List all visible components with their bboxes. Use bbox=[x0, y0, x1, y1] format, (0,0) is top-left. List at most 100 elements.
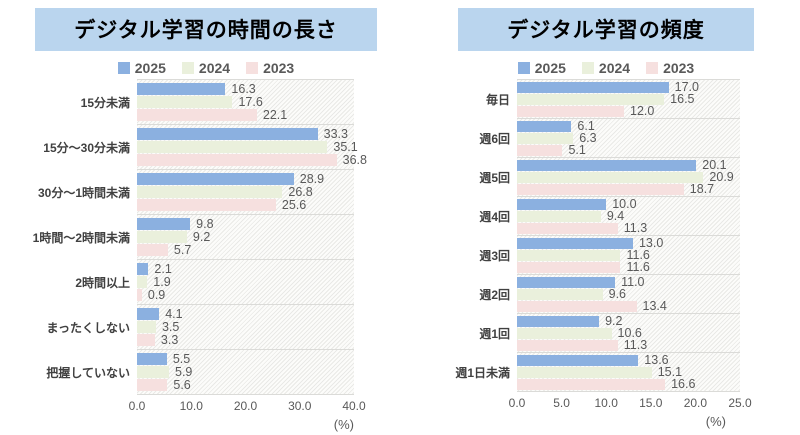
chart-row: 15分未満 16.3 17.6 22.1 bbox=[0, 79, 354, 125]
bar-2023 bbox=[517, 106, 625, 117]
bar-line-2023: 11.3 bbox=[517, 338, 740, 353]
bar-value-label: 16.5 bbox=[670, 92, 695, 107]
bar-line-2024: 9.6 bbox=[517, 287, 740, 302]
bar-value-label: 20.1 bbox=[702, 158, 727, 173]
bar-2024 bbox=[517, 94, 665, 105]
bar-group: 9.8 9.2 5.7 bbox=[137, 215, 354, 260]
bar-line-2023: 0.9 bbox=[137, 289, 354, 301]
unit-label: (%) bbox=[705, 414, 726, 429]
bar-line-2024: 26.8 bbox=[137, 186, 354, 198]
bar-line-2023: 5.7 bbox=[137, 244, 354, 256]
bar-group: 13.0 11.6 11.6 bbox=[517, 236, 740, 275]
bar-rows: 毎日 17.0 16.5 12.0 週6回 6.1 6.3 5.1 週5回 20.1 20.9 18.… bbox=[412, 79, 740, 392]
bar-2023 bbox=[517, 379, 666, 390]
bar-2023 bbox=[137, 379, 168, 391]
bar-2023 bbox=[517, 340, 618, 351]
bar-group: 5.5 5.9 5.6 bbox=[137, 350, 354, 395]
bar-line-2024: 16.5 bbox=[517, 92, 740, 107]
bar-value-label: 20.9 bbox=[709, 170, 734, 185]
legend: 2025 2024 2023 bbox=[412, 60, 800, 76]
bar-line-2025: 33.3 bbox=[137, 128, 354, 140]
bar-value-label: 6.1 bbox=[577, 119, 595, 134]
chart-row: 1時間〜2時間未満 9.8 9.2 5.7 bbox=[0, 215, 354, 260]
bar-line-2024: 35.1 bbox=[137, 141, 358, 153]
bar-2025 bbox=[137, 263, 149, 275]
bar-2023 bbox=[137, 109, 257, 121]
x-axis-tick: 0.0 bbox=[508, 396, 526, 410]
bar-value-label: 9.6 bbox=[608, 287, 627, 302]
legend-item-2025: 2025 bbox=[117, 60, 166, 76]
category-label: 週1日未満 bbox=[455, 366, 510, 380]
bar-line-2023: 5.1 bbox=[517, 144, 740, 156]
chart-row: 週2回 11.0 9.6 13.4 bbox=[412, 275, 740, 314]
bar-2025 bbox=[517, 238, 633, 249]
bar-line-2025: 2.1 bbox=[137, 263, 354, 275]
bar-line-2025: 16.3 bbox=[137, 83, 354, 95]
bar-line-2023: 13.4 bbox=[517, 300, 740, 312]
chart-row: 30分〜1時間未満 28.9 26.8 25.6 bbox=[0, 170, 354, 215]
bar-value-label: 11.3 bbox=[623, 338, 648, 353]
bar-value-label: 5.7 bbox=[173, 242, 192, 257]
bar-value-label: 15.1 bbox=[657, 365, 683, 380]
bar-value-label: 18.7 bbox=[689, 182, 715, 197]
chart-row: 週5回 20.1 20.9 18.7 bbox=[412, 158, 740, 197]
x-axis-tick: 40.0 bbox=[342, 399, 366, 413]
category-label: まったくしない bbox=[46, 321, 130, 335]
bar-value-label: 11.6 bbox=[626, 248, 650, 263]
bar-line-2025: 11.0 bbox=[517, 276, 740, 288]
legend-item-2023: 2023 bbox=[246, 60, 294, 76]
bar-2025 bbox=[517, 355, 639, 366]
bar-value-label: 16.3 bbox=[231, 81, 256, 96]
bar-line-2023: 5.6 bbox=[137, 379, 354, 391]
x-axis-tick: 15.0 bbox=[639, 396, 663, 410]
category-label: 15分〜30分未満 bbox=[43, 141, 130, 155]
bar-group: 17.0 16.5 12.0 bbox=[517, 79, 740, 119]
bar-line-2024: 9.4 bbox=[517, 209, 740, 224]
bar-2025 bbox=[517, 121, 572, 132]
bar-2024 bbox=[137, 141, 328, 153]
bar-line-2023: 25.6 bbox=[137, 199, 354, 211]
bar-2023 bbox=[137, 199, 276, 211]
category-label: 30分〜1時間未満 bbox=[37, 186, 130, 200]
bar-line-2023: 12.0 bbox=[517, 105, 740, 117]
bar-group: 10.0 9.4 11.3 bbox=[517, 197, 740, 236]
chart-row: 毎日 17.0 16.5 12.0 bbox=[412, 79, 740, 119]
bar-value-label: 28.9 bbox=[299, 171, 325, 186]
bar-value-label: 11.3 bbox=[623, 221, 648, 236]
unit-label: (%) bbox=[333, 417, 354, 432]
chart-row: まったくしない 4.1 3.5 3.3 bbox=[0, 305, 354, 350]
chart-row: 2時間以上 2.1 1.9 0.9 bbox=[0, 260, 354, 305]
bar-line-2025: 13.6 bbox=[517, 354, 740, 366]
x-axis-tick: 30.0 bbox=[288, 399, 312, 413]
bar-line-2025: 6.1 bbox=[517, 119, 740, 134]
bar-2024 bbox=[137, 231, 187, 243]
bar-line-2023: 36.8 bbox=[137, 154, 367, 166]
bar-line-2025: 5.5 bbox=[137, 353, 354, 365]
bar-line-2024: 20.9 bbox=[517, 170, 740, 185]
legend-swatch-2025-icon bbox=[117, 62, 130, 74]
legend: 2025 2024 2023 bbox=[0, 60, 412, 76]
bar-line-2025: 4.1 bbox=[137, 308, 354, 320]
x-axis: 0.0 5.0 10.0 15.0 20.0 25.0 bbox=[509, 396, 752, 411]
bar-value-label: 9.4 bbox=[606, 209, 625, 224]
bar-2025 bbox=[137, 128, 318, 140]
bar-line-2024: 17.6 bbox=[137, 96, 354, 108]
bar-2023 bbox=[517, 262, 621, 273]
bar-line-2025: 9.2 bbox=[517, 314, 740, 329]
bar-2025 bbox=[517, 316, 600, 327]
x-axis-tick: 10.0 bbox=[594, 396, 618, 410]
legend-swatch-2024-icon bbox=[581, 62, 594, 74]
category-label: 週6回 bbox=[479, 132, 510, 146]
bar-value-label: 9.2 bbox=[605, 314, 623, 329]
chart-row: 週6回 6.1 6.3 5.1 bbox=[412, 119, 740, 158]
bar-2023 bbox=[137, 334, 155, 346]
bar-line-2025: 17.0 bbox=[517, 81, 740, 93]
category-label: 週4回 bbox=[479, 210, 510, 224]
bar-value-label: 0.9 bbox=[147, 287, 166, 302]
bar-2025 bbox=[517, 160, 697, 171]
bar-2024 bbox=[137, 366, 169, 378]
bar-2023 bbox=[517, 223, 618, 234]
bar-line-2024: 3.5 bbox=[137, 321, 354, 333]
legend-swatch-2025-icon bbox=[517, 62, 530, 74]
bar-value-label: 26.8 bbox=[288, 184, 313, 199]
